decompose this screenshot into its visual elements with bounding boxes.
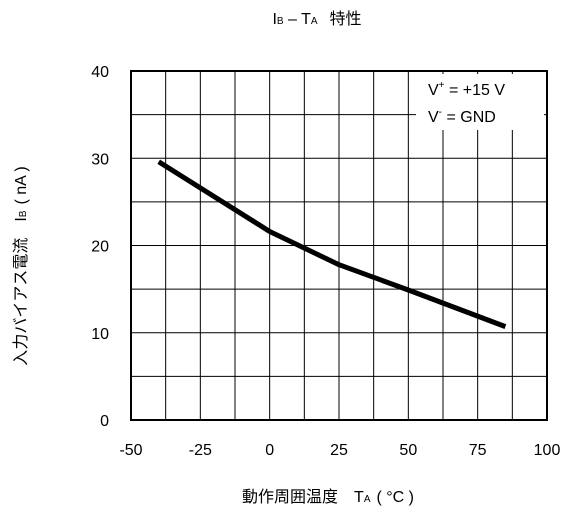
legend-vminus-base: V [428,109,439,126]
title-symbol-1: I [272,11,276,28]
title-subscript-2: A [311,16,318,27]
title-dash: – [284,11,302,28]
y-tick-label: 20 [91,239,109,256]
x-axis-label-text: 動作周囲温度 [242,488,338,506]
condition-legend-box: V+ = +15 V V- = GND [416,74,544,130]
y-tick-label: 10 [91,326,109,343]
x-tick-label: 100 [534,442,561,459]
x-tick-label: 75 [469,442,487,459]
series-layer [157,159,507,329]
chart-title: IB – TA 特性 [272,10,361,28]
series-line-ib [157,159,507,329]
x-tick-label: 0 [265,442,274,459]
legend-vplus-rest: = +15 V [445,82,506,99]
x-axis-label-subscript: A [364,494,371,505]
title-symbol-2: T [301,11,311,28]
legend-line-vminus: V- = GND [428,107,496,126]
x-tick-label: 50 [399,442,417,459]
y-axis-label-subscript: B [18,210,29,217]
y-axis-label-text: 入力バイアス電流 [12,238,30,366]
y-tick-label: 40 [91,64,109,81]
y-axis-label: 入力バイアス電流 IB ( nA ) [12,166,30,365]
y-tick-labels: 0 10 20 30 40 [91,64,109,430]
x-tick-labels: -50 -25 0 25 50 75 100 [119,442,560,459]
y-axis-label-symbol: I [13,217,30,221]
x-tick-label: -50 [119,442,142,459]
legend-background [416,74,544,130]
title-subscript-1: B [277,16,284,27]
legend-vminus-rest: = GND [442,109,496,126]
legend-vminus-sup: - [439,107,442,118]
legend-vplus-base: V [428,82,439,99]
legend-vplus-sup: + [439,80,445,91]
x-axis-label: 動作周囲温度 TA ( °C ) [242,488,414,506]
y-tick-label: 30 [91,151,109,168]
x-tick-label: 25 [330,442,348,459]
x-axis-label-unit: ( °C ) [376,489,414,506]
y-axis-label-unit: ( nA ) [13,166,30,204]
legend-line-vplus: V+ = +15 V [428,80,505,99]
x-axis-label-symbol: T [354,489,364,506]
y-tick-label: 0 [100,413,109,430]
plot-frame [130,70,548,421]
x-tick-label: -25 [189,442,212,459]
title-suffix: 特性 [330,10,362,28]
